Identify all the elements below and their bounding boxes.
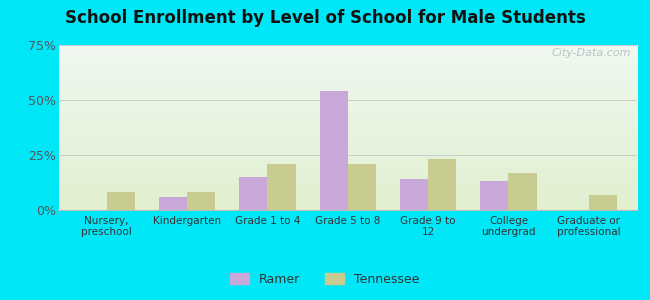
Text: School Enrollment by Level of School for Male Students: School Enrollment by Level of School for… (64, 9, 586, 27)
Bar (400, 179, 428, 210)
Bar (267, 164, 296, 210)
Bar (348, 164, 376, 210)
Bar (508, 172, 536, 210)
Bar (107, 192, 135, 210)
Bar (480, 182, 508, 210)
Bar (187, 192, 215, 210)
Bar (320, 91, 348, 210)
Bar (159, 197, 187, 210)
Text: City-Data.com: City-Data.com (552, 48, 631, 58)
Bar (428, 159, 456, 210)
Legend: Ramer, Tennessee: Ramer, Tennessee (226, 268, 424, 291)
Bar (589, 195, 617, 210)
Bar (239, 177, 267, 210)
